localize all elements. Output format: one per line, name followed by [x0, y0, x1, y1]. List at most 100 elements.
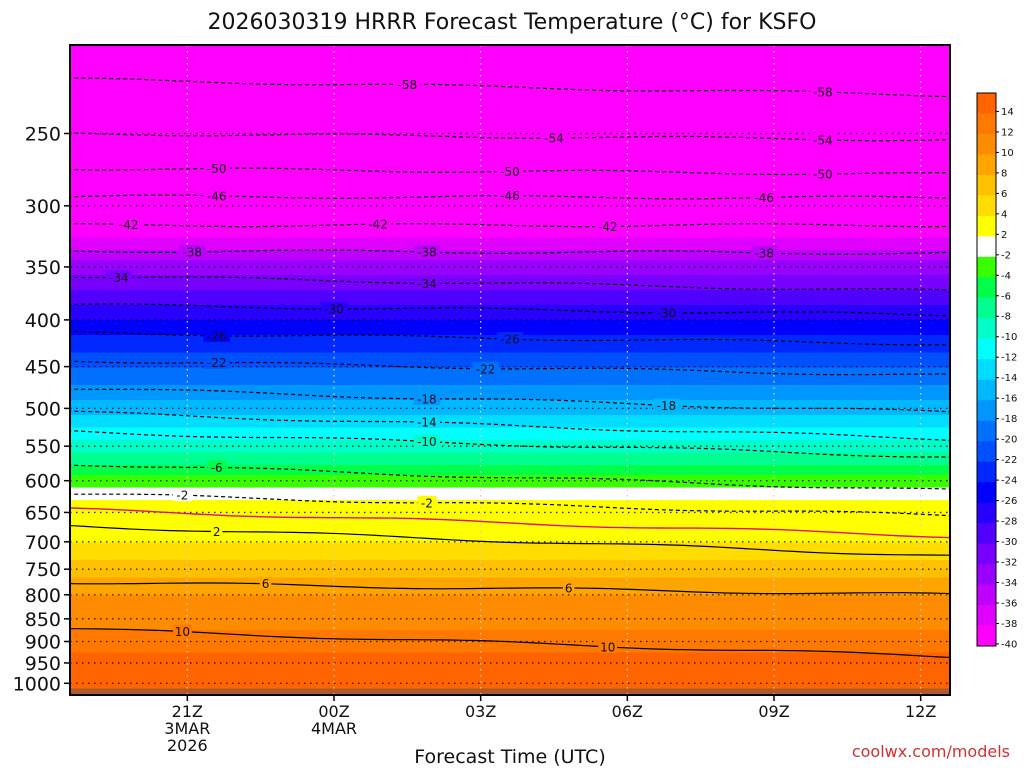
fill-band: [70, 537, 950, 541]
contour-label: -10: [417, 435, 437, 449]
fill-band: [70, 487, 950, 491]
contour-label-bg: [809, 167, 837, 181]
fill-band: [70, 67, 950, 71]
contour-label: -54: [544, 132, 564, 146]
colorbar-swatch: [977, 605, 996, 626]
fill-band: [70, 622, 950, 626]
fill-band: [70, 370, 950, 374]
fill-band: [70, 422, 950, 426]
contour-label: 6: [565, 581, 573, 595]
contour-label-bg: [413, 415, 441, 428]
fill-band: [70, 140, 950, 144]
contour-label-bg: [115, 217, 142, 231]
fill-band: [70, 480, 950, 484]
fill-band: [70, 432, 950, 436]
fill-band: [70, 77, 950, 81]
fill-band: [70, 482, 950, 486]
fill-band: [70, 417, 950, 421]
fill-band: [70, 452, 950, 456]
colorbar-swatch: [977, 420, 996, 442]
fill-band: [70, 122, 950, 126]
y-tick-label: 550: [25, 436, 61, 458]
fill-band: [70, 225, 950, 229]
fill-band: [70, 670, 950, 674]
contour--10: [70, 430, 950, 458]
contour-label-bg: [203, 328, 230, 342]
fill-band: [70, 227, 950, 231]
contour--30: [70, 303, 950, 317]
colorbar-label: -38: [1001, 619, 1017, 630]
fill-band: [70, 662, 950, 666]
contour-label: 6: [262, 577, 270, 591]
fill-band: [70, 120, 950, 124]
fill-band: [70, 535, 950, 539]
contour-label: 2: [213, 525, 221, 539]
fill-band: [70, 152, 950, 156]
contour--58: [70, 77, 950, 98]
contour-label: -50: [813, 168, 833, 182]
fill-band: [70, 475, 950, 479]
contour-label-bg: [496, 188, 524, 202]
fill-band: [70, 157, 950, 161]
fill-band: [70, 525, 950, 529]
fill-band: [70, 580, 950, 584]
fill-band: [70, 210, 950, 214]
colorbar-swatch: [977, 543, 996, 565]
x-tick-label: 4MAR: [311, 719, 357, 738]
colorbar-label: 2: [1001, 230, 1007, 241]
fill-band: [70, 312, 950, 316]
contour-label: -22: [476, 362, 496, 376]
credit-text: coolwx.com/models: [852, 742, 1010, 761]
fill-band: [70, 237, 950, 241]
contour-label-bg: [413, 391, 441, 405]
ground-strip: [70, 688, 950, 695]
colorbar-swatch: [977, 359, 996, 381]
fill-band: [70, 137, 950, 141]
contour--18: [70, 388, 950, 413]
fill-band: [70, 410, 950, 414]
fill-band: [70, 257, 950, 261]
colorbar-label: -34: [1001, 578, 1017, 589]
contour-label: -2: [421, 496, 433, 510]
contour-label-bg: [179, 245, 206, 259]
fill-band: [70, 637, 950, 641]
fill-band: [70, 625, 950, 629]
contour--14: [70, 410, 950, 441]
fill-band: [70, 455, 950, 459]
y-tick-label: 800: [25, 585, 61, 607]
colorbar-label: -10: [1001, 332, 1017, 343]
contour-label: -6: [211, 461, 223, 475]
colorbar-label: -30: [1001, 537, 1017, 548]
x-tick-label: 00Z: [318, 702, 349, 721]
fill-band: [70, 440, 950, 444]
fill-band: [70, 127, 950, 131]
fill-band: [70, 135, 950, 139]
fill-band: [70, 132, 950, 136]
fill-band: [70, 645, 950, 649]
fill-band: [70, 245, 950, 249]
fill-band: [70, 545, 950, 549]
contour-label: -38: [417, 246, 437, 260]
contour-label-bg: [394, 77, 421, 91]
contour-label-bg: [203, 161, 230, 175]
colorbar-label: 4: [1001, 209, 1007, 220]
fill-band: [70, 450, 950, 454]
contour-label-bg: [259, 576, 272, 590]
fill-band: [70, 357, 950, 361]
contour-label-bg: [203, 355, 230, 369]
colorbar-label: -12: [1001, 353, 1017, 364]
y-axis: 2503003504004505005506006507007508008509…: [13, 123, 70, 695]
fill-band: [70, 282, 950, 286]
fill-band: [70, 47, 950, 51]
y-tick-label: 750: [25, 559, 61, 581]
y-tick-label: 350: [25, 257, 61, 279]
contour-label-bg: [413, 245, 441, 259]
colorbar-label: 6: [1001, 189, 1007, 200]
fill-band: [70, 425, 950, 429]
fill-band: [70, 412, 950, 416]
contour-label-bg: [496, 332, 524, 346]
fill-band: [70, 212, 950, 216]
contour-label: 10: [175, 625, 190, 639]
colorbar-swatch: [977, 502, 996, 524]
colorbar-swatch: [977, 133, 996, 155]
